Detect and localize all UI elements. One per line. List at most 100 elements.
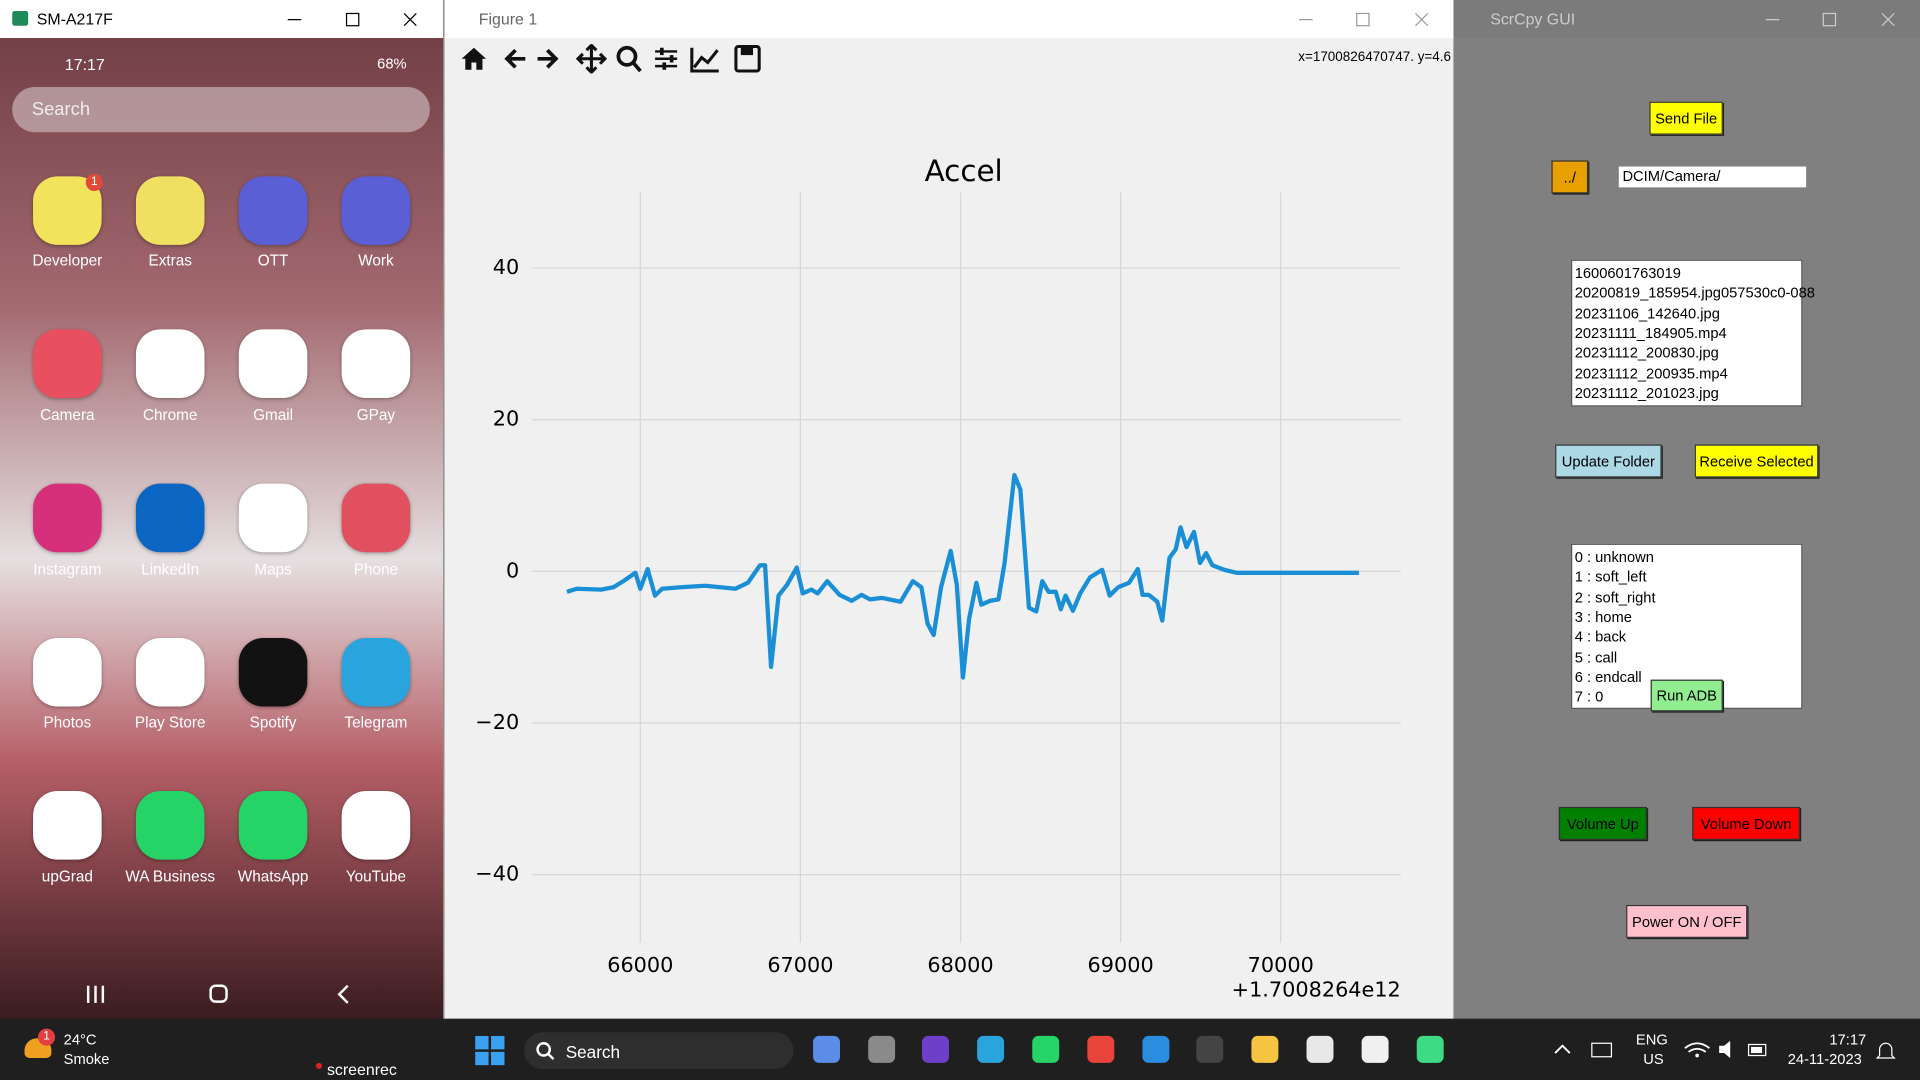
app-icon[interactable] xyxy=(238,176,308,245)
key-item[interactable]: 0 : unknown xyxy=(1574,548,1654,566)
app-label: WA Business xyxy=(125,868,216,886)
file-item[interactable]: 20231112_200935.mp4 xyxy=(1574,364,1728,382)
taskbar-app[interactable] xyxy=(868,1035,896,1063)
recorder-label: screenrec xyxy=(326,1060,397,1079)
notifications[interactable] xyxy=(1875,1040,1896,1062)
app-icon[interactable] xyxy=(135,483,205,553)
send-file-button[interactable]: Send File xyxy=(1649,101,1723,135)
search-bar[interactable]: Search xyxy=(12,86,430,133)
search-box[interactable]: Search xyxy=(524,1032,794,1069)
taskbar-app[interactable] xyxy=(1196,1035,1224,1063)
taskbar-app[interactable] xyxy=(1306,1035,1334,1063)
file-item[interactable]: 20231112_200830.jpg xyxy=(1574,344,1719,362)
app-icon[interactable] xyxy=(341,791,411,860)
rec-dot xyxy=(315,1062,323,1069)
key-item[interactable]: 4 : back xyxy=(1574,628,1627,646)
file-item[interactable]: 20231106_142640.jpg xyxy=(1574,304,1720,322)
key-item[interactable]: 2 : soft_right xyxy=(1574,588,1656,606)
clock-date[interactable]: 24-11-2023 xyxy=(1787,1050,1862,1068)
app-label: OTT xyxy=(257,252,289,270)
window-controls[interactable] xyxy=(282,10,429,30)
x-tick-label: 70000 xyxy=(1248,953,1314,977)
app-icon[interactable] xyxy=(135,637,205,707)
key-list[interactable]: 0 : unknown 1 : soft_left 2 : soft_right 3 … xyxy=(1571,543,1803,709)
app-icon[interactable] xyxy=(238,637,308,707)
taskbar-app[interactable] xyxy=(977,1035,1005,1063)
key-item[interactable]: 5 : call xyxy=(1574,648,1618,666)
taskbar-app[interactable] xyxy=(1361,1035,1389,1063)
app-label: LinkedIn xyxy=(141,560,200,578)
file-item[interactable]: 20200819_185954.jpg057530c0-088 xyxy=(1574,284,1815,302)
app-label: Chrome xyxy=(142,406,198,424)
app-icon[interactable] xyxy=(33,637,102,707)
title-bar: ScrCpy GUI xyxy=(1453,0,1920,38)
key-item[interactable]: 3 : home xyxy=(1574,608,1632,626)
app-icon[interactable] xyxy=(33,329,102,398)
app-icon[interactable] xyxy=(341,329,411,398)
scrcpy-window: ScrCpy GUI Send File ../ DCIM/Camera/ 16… xyxy=(1453,0,1920,1019)
toolbar[interactable] xyxy=(457,44,763,74)
key-item[interactable]: 6 : endcall xyxy=(1574,668,1642,686)
app-icon[interactable] xyxy=(341,483,411,553)
app-icon[interactable] xyxy=(33,791,102,860)
nav-bar[interactable] xyxy=(73,980,367,1009)
receive-selected-button[interactable]: Receive Selected xyxy=(1694,444,1819,478)
path-input[interactable]: DCIM/Camera/ xyxy=(1618,166,1807,188)
taskbar-app[interactable] xyxy=(1087,1035,1115,1063)
app-icon[interactable] xyxy=(33,483,102,553)
volume-down-button[interactable]: Volume Down xyxy=(1692,806,1801,841)
app-label: Telegram xyxy=(344,713,408,732)
taskbar-app[interactable] xyxy=(813,1035,841,1063)
volume-up-button[interactable]: Volume Up xyxy=(1558,806,1647,841)
x-tick-label: 69000 xyxy=(1088,953,1154,977)
file-item[interactable]: 20231112_201023.jpg xyxy=(1574,384,1719,402)
up-button[interactable]: ../ xyxy=(1551,160,1589,194)
x-tick-label: 66000 xyxy=(607,953,673,977)
region[interactable]: US xyxy=(1643,1050,1664,1068)
app-label: Maps xyxy=(254,560,292,578)
app-icon[interactable] xyxy=(238,791,308,860)
window-controls[interactable] xyxy=(1762,10,1909,30)
y-tick-label: 20 xyxy=(493,407,519,431)
taskbar-app[interactable] xyxy=(922,1035,949,1063)
taskbar-app[interactable] xyxy=(1416,1035,1444,1063)
window-title: Figure 1 xyxy=(478,9,538,29)
key-item[interactable]: 1 : soft_left xyxy=(1574,568,1647,586)
update-folder-button[interactable]: Update Folder xyxy=(1555,444,1662,478)
app-label: Developer xyxy=(32,252,103,270)
app-icon[interactable] xyxy=(135,329,205,398)
app-icon[interactable] xyxy=(238,329,308,398)
app-icon[interactable] xyxy=(238,483,308,553)
app-icon[interactable] xyxy=(135,791,205,860)
cursor-coords: x=1700826470747. y=4.6 xyxy=(1298,50,1452,65)
taskbar-app[interactable] xyxy=(1142,1035,1170,1063)
system-tray[interactable] xyxy=(1553,1038,1773,1060)
taskbar-app[interactable] xyxy=(1032,1035,1060,1063)
file-item[interactable]: 20231111_184905.mp4 xyxy=(1574,324,1727,342)
app-label: Photos xyxy=(43,713,92,732)
search-placeholder: Search xyxy=(31,99,91,121)
window-controls[interactable] xyxy=(1296,10,1443,30)
file-list[interactable]: 1600601763019 20200819_185954.jpg057530c0… xyxy=(1571,259,1815,407)
data-line xyxy=(566,472,1360,680)
window-title: SM-A217F xyxy=(36,9,113,29)
weather: Smoke xyxy=(63,1050,110,1068)
search-placeholder: Search xyxy=(565,1042,621,1062)
notification-badge: 1 xyxy=(85,173,103,192)
chart: Accel 40 20 0 −20 −40 66000 67000 68000 69000 700… xyxy=(475,154,1401,1001)
taskbar-app[interactable] xyxy=(1251,1035,1279,1063)
start-button[interactable] xyxy=(475,1035,505,1066)
file-item[interactable]: 1600601763019 xyxy=(1574,264,1681,282)
run-adb-button[interactable]: Run ADB xyxy=(1650,679,1723,712)
clock-time[interactable]: 17:17 xyxy=(1829,1031,1867,1049)
app-icon[interactable] xyxy=(135,176,205,245)
key-item[interactable]: 7 : 0 xyxy=(1574,688,1604,706)
language[interactable]: ENG xyxy=(1635,1031,1668,1049)
app-label: Phone xyxy=(353,560,399,578)
app-label: WhatsApp xyxy=(237,868,309,886)
app-icon[interactable] xyxy=(341,637,411,707)
app-icon[interactable] xyxy=(341,176,411,245)
power-button[interactable]: Power ON / OFF xyxy=(1626,904,1748,938)
